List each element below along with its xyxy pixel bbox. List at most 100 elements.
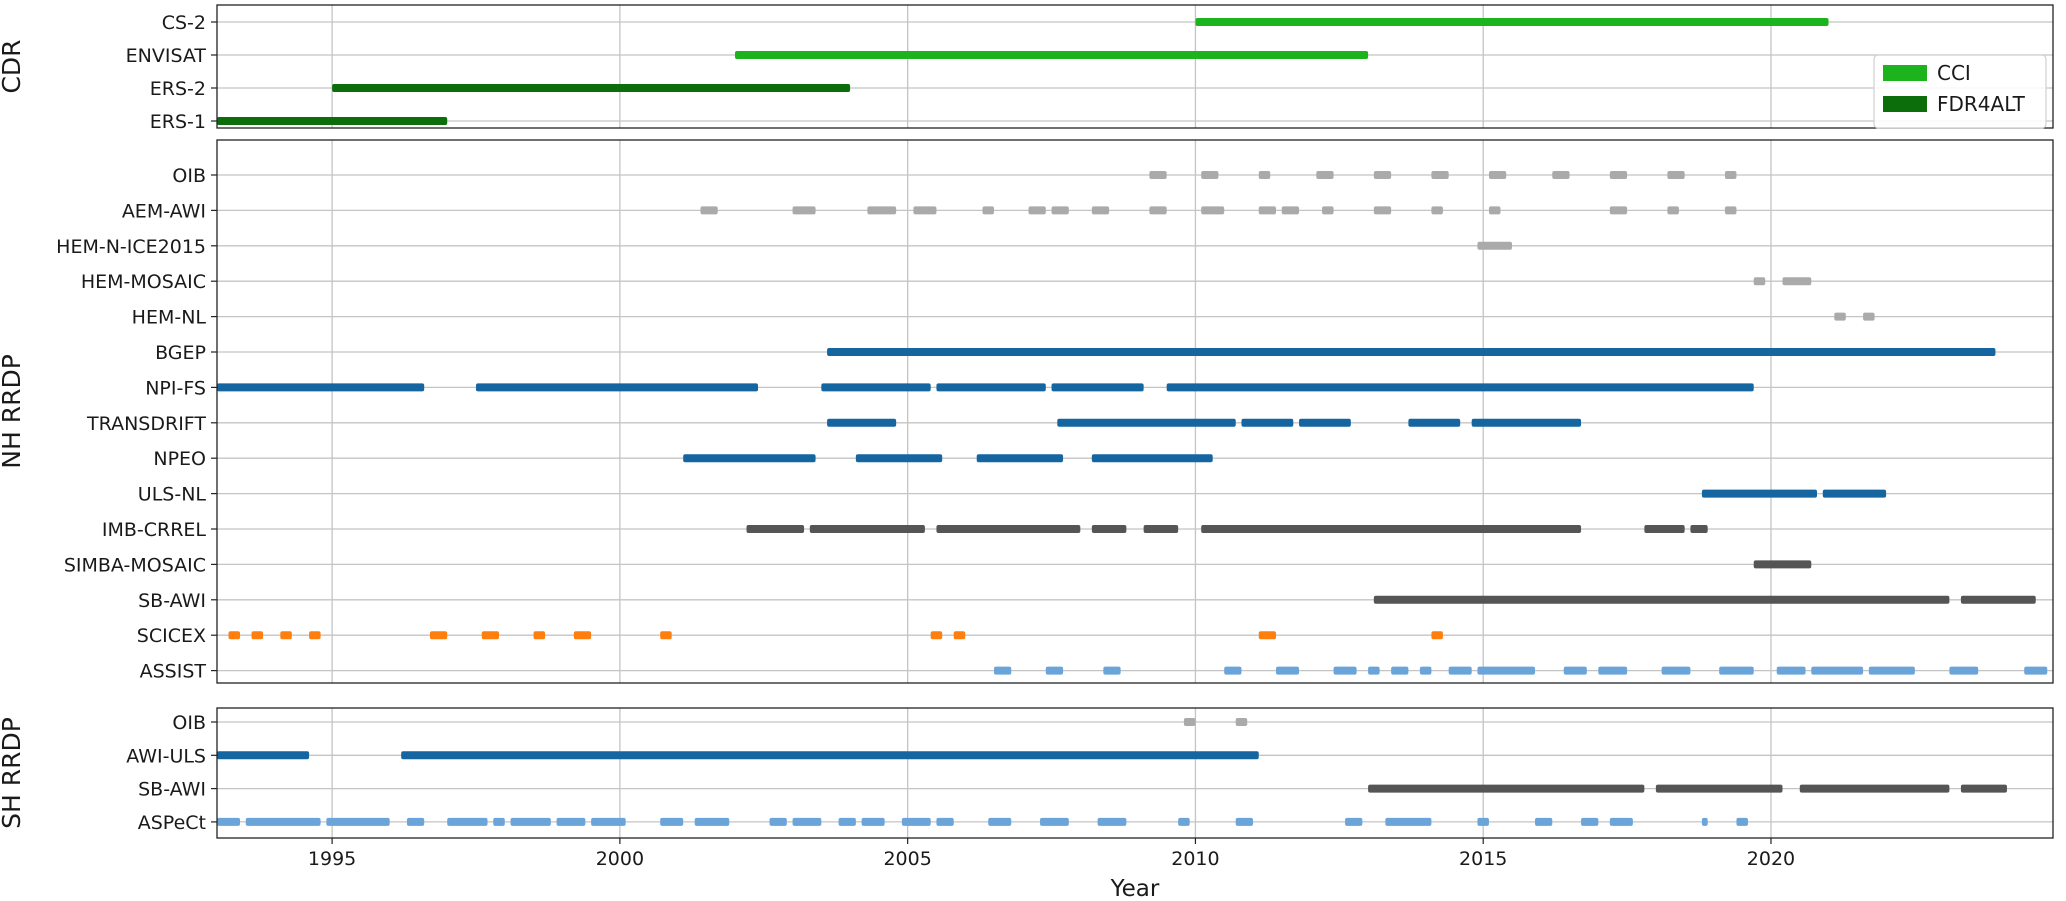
timeline-segment: [1224, 666, 1242, 675]
y-tick-label: SIMBA-MOSAIC: [64, 554, 206, 576]
timeline-segment: [1644, 525, 1685, 533]
timeline-segment: [660, 817, 684, 826]
timeline-segment: [1834, 312, 1846, 321]
x-tick-label: 2010: [1171, 848, 1219, 870]
y-tick-label: OIB: [172, 165, 206, 187]
panel-frame: [216, 4, 2054, 129]
y-tick-label: ASSIST: [140, 661, 207, 683]
timeline-segment: [217, 117, 448, 125]
y-tick-label: HEM-MOSAIC: [81, 271, 206, 293]
timeline-segment: [901, 817, 931, 826]
panel-label: SH RRDP: [0, 717, 26, 829]
x-tick-label: 2000: [596, 848, 644, 870]
timeline-segment: [982, 206, 994, 215]
timeline-segment: [694, 817, 730, 826]
timeline-segment: [769, 817, 787, 826]
timeline-segment: [228, 631, 241, 640]
timeline-segment: [533, 631, 546, 640]
timeline-segment: [792, 817, 822, 826]
y-tick-label: SB-AWI: [138, 779, 206, 801]
timeline-segment: [332, 84, 851, 92]
timeline-segment: [1701, 817, 1708, 826]
timeline-segment: [1960, 784, 2007, 793]
y-tick-label: SCICEX: [137, 625, 206, 647]
timeline-segment: [1477, 817, 1489, 826]
timeline-segment: [1488, 171, 1507, 179]
timeline-segment: [1241, 418, 1294, 427]
timeline-segment: [792, 206, 816, 215]
timeline-segment: [1258, 206, 1277, 215]
timeline-segment: [1391, 666, 1409, 675]
timeline-segment: [1091, 454, 1213, 463]
timeline-segment: [1448, 666, 1472, 675]
timeline-segment: [855, 454, 943, 463]
timeline-segment: [1782, 277, 1812, 286]
timeline-segment: [1166, 383, 1754, 392]
timeline-segment: [1201, 525, 1582, 533]
timeline-segment: [1408, 418, 1461, 427]
timeline-segment: [734, 51, 1369, 59]
timeline-segment: [1661, 666, 1691, 675]
timeline-segment: [700, 206, 718, 215]
timeline-segment: [1811, 666, 1864, 675]
y-tick-label: AWI-ULS: [126, 745, 206, 767]
timeline-segment: [1701, 489, 1818, 498]
timeline-segment: [493, 817, 505, 826]
timeline-segment: [1598, 666, 1628, 675]
timeline-segment: [401, 751, 1259, 760]
timeline-segment: [1719, 666, 1754, 675]
legend-swatch: [1883, 65, 1927, 81]
timeline-segment: [1322, 206, 1334, 215]
timeline-segment: [1949, 666, 1979, 675]
x-axis-label: Year: [1110, 876, 1160, 901]
timeline-segment: [1655, 784, 1783, 793]
timeline-segment: [1201, 206, 1225, 215]
timeline-segment: [1488, 206, 1501, 215]
timeline-segment: [1373, 171, 1392, 179]
y-tick-label: TRANSDRIFT: [86, 413, 206, 435]
timeline-segment: [1201, 171, 1219, 179]
timeline-segment: [1373, 206, 1392, 215]
timeline-segment: [1051, 383, 1144, 392]
timeline-segment: [1149, 206, 1167, 215]
timeline-segment: [1235, 817, 1253, 826]
timeline-segment: [1419, 666, 1432, 675]
legend-label: FDR4ALT: [1937, 92, 2026, 116]
panel-label: CDR: [0, 39, 26, 93]
timeline-segment: [1051, 206, 1069, 215]
panel-frame: [216, 139, 2054, 684]
timeline-segment: [1316, 171, 1334, 179]
timeline-segment: [930, 631, 943, 640]
y-tick-label: ERS-1: [150, 111, 206, 133]
timeline-segment: [406, 817, 425, 826]
timeline-segment: [1690, 525, 1708, 533]
timeline-segment: [251, 631, 264, 640]
y-tick-label: CS-2: [162, 12, 206, 34]
timeline-segment: [245, 817, 321, 826]
timeline-segment: [556, 817, 586, 826]
timeline-segment: [993, 666, 1012, 675]
legend-label: CCI: [1937, 61, 1971, 85]
timeline-segment: [988, 817, 1012, 826]
timeline-segment: [1040, 817, 1069, 826]
timeline-segment: [1667, 206, 1679, 215]
timeline-segment: [838, 817, 856, 826]
timeline-segment: [1799, 784, 1950, 793]
timeline-segment: [217, 817, 241, 826]
timeline-segment: [1028, 206, 1046, 215]
timeline-segment: [861, 817, 885, 826]
timeline-segment: [1477, 241, 1512, 250]
y-tick-label: NPEO: [153, 448, 206, 470]
timeline-segment: [867, 206, 897, 215]
timeline-segment: [746, 525, 805, 533]
timeline-segment: [481, 631, 500, 640]
legend: CCI FDR4ALT: [1873, 54, 2047, 129]
y-tick-label: IMB-CRREL: [102, 519, 207, 541]
panel-sh-rrdp: OIB AWI-ULS SB-AWI ASPeCt SH RRDP: [0, 707, 2054, 839]
timeline-segment: [280, 631, 292, 640]
timeline-segment: [1863, 312, 1875, 321]
timeline-segment: [1960, 595, 2036, 604]
y-tick-label: ERS-2: [150, 78, 206, 100]
y-tick-label: OIB: [172, 712, 206, 734]
timeline-segment: [1552, 171, 1570, 179]
